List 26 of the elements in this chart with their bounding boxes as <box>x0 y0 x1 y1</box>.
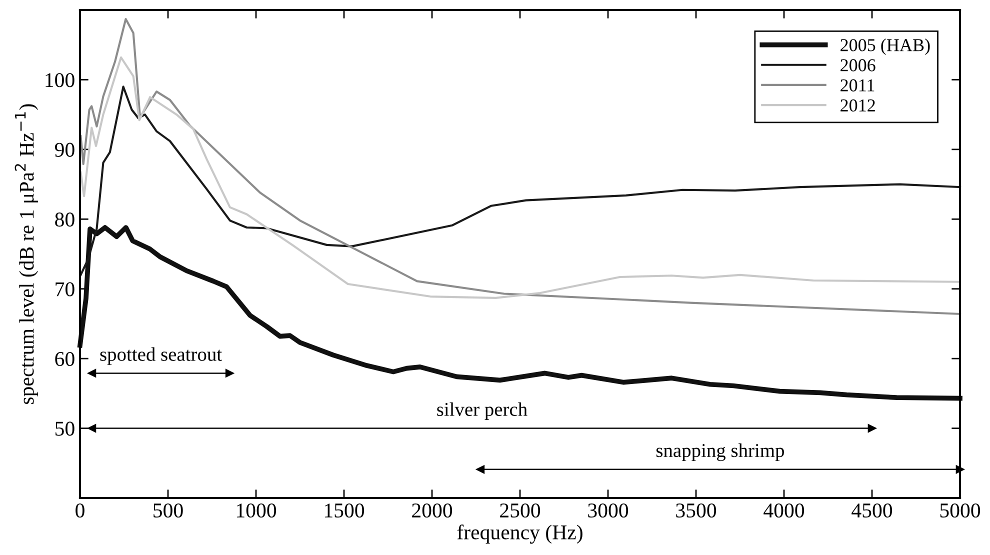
x-tick-label: 1000 <box>237 503 276 518</box>
x-tick-label: 4000 <box>764 503 804 518</box>
legend-label: 2012 <box>840 99 875 112</box>
y-tick-label: 60 <box>55 352 74 366</box>
x-tick-label: 4500 <box>852 503 892 518</box>
x-axis-title: frequency (Hz) <box>457 524 582 544</box>
x-tick-label: 5000 <box>940 503 980 518</box>
y-tick-label: 70 <box>56 282 74 296</box>
x-tick-label: 500 <box>154 503 183 518</box>
y-tick-label: 50 <box>56 422 74 436</box>
legend-label: 2005 (HAB) <box>840 38 930 55</box>
x-tick-label: 3000 <box>588 503 628 518</box>
y-tick-label: 100 <box>46 73 74 88</box>
x-tick-label: 3500 <box>676 503 716 518</box>
x-tick-label: 0 <box>76 503 84 518</box>
x-tick-label: 2000 <box>412 503 452 518</box>
y-tick-label: 90 <box>54 142 74 157</box>
y-axis-title: spectrum level (dB re 1 μPa$^{2}$ Hz$^{−1}$) <box>14 104 38 404</box>
legend-label: 2006 <box>840 59 876 72</box>
x-tick-label: 1500 <box>325 503 364 518</box>
legend-label: 2011 <box>840 79 874 92</box>
series-label: silver perch <box>437 402 528 420</box>
y-tick-label: 80 <box>55 212 74 227</box>
legend-label: spotted seatrout <box>100 347 222 365</box>
series-label: snapping shrimp <box>656 443 784 462</box>
x-tick-label: 2500 <box>500 503 540 518</box>
